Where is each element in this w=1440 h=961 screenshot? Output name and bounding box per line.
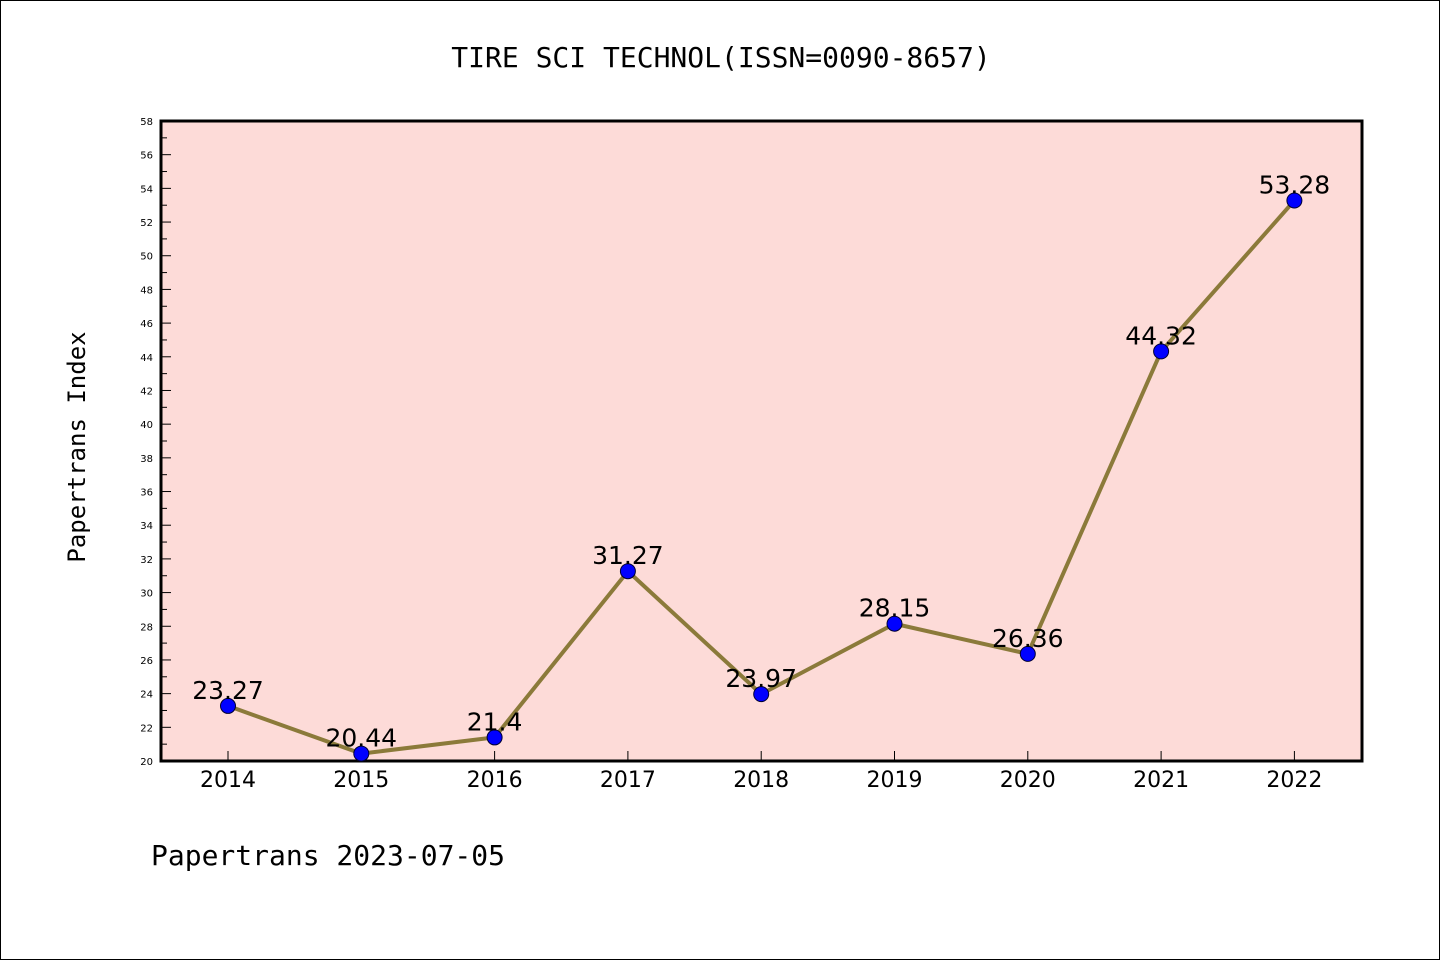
data-point-marker xyxy=(353,745,370,762)
y-tick-label: 22 xyxy=(140,723,153,734)
y-tick-label: 50 xyxy=(140,252,153,263)
x-tick-label: 2015 xyxy=(333,768,389,793)
x-tick-label: 2018 xyxy=(733,768,789,793)
y-tick-label: 24 xyxy=(140,690,153,701)
data-labels-group: 23.27 20.44 21.4 31.27 23.97 28.15 26.36 44.32 5… xyxy=(192,170,1330,752)
y-tick-label: 36 xyxy=(140,488,153,499)
y-tick-label: 58 xyxy=(140,117,153,128)
y-tick-label: 44 xyxy=(140,353,153,364)
data-label: 44.32 xyxy=(1125,321,1197,350)
x-tick-label: 2016 xyxy=(467,768,523,793)
data-label: 26.36 xyxy=(992,624,1064,653)
data-point-marker xyxy=(1153,343,1170,360)
y-tick-label: 46 xyxy=(140,319,153,330)
x-tick-label: 2014 xyxy=(200,768,256,793)
data-label: 53.28 xyxy=(1259,170,1331,199)
data-label: 31.27 xyxy=(592,541,664,570)
y-tick-label: 30 xyxy=(140,589,153,600)
data-point-marker xyxy=(886,615,903,632)
data-label: 23.97 xyxy=(725,664,797,693)
x-tick-label: 2020 xyxy=(1000,768,1056,793)
x-tick-label: 2019 xyxy=(867,768,923,793)
y-tick-label: 52 xyxy=(140,218,153,229)
y-tick-label: 34 xyxy=(140,521,153,532)
y-tick-label: 38 xyxy=(140,454,153,465)
y-axis: 20 22 24 26 28 30 32 34 36 38 40 42 44 46 48 50 52 54 56 58 xyxy=(140,117,171,768)
plot-area xyxy=(159,119,1364,763)
x-tick-label: 2021 xyxy=(1133,768,1189,793)
y-tick-label: 32 xyxy=(140,555,153,566)
data-point-marker xyxy=(619,563,636,580)
footer-text: Papertrans 2023-07-05 xyxy=(151,839,505,872)
data-label: 21.4 xyxy=(467,707,523,736)
y-tick-label: 54 xyxy=(140,184,153,195)
y-tick-label: 42 xyxy=(140,386,153,397)
data-point-marker xyxy=(1286,192,1303,209)
x-tick-label: 2017 xyxy=(600,768,656,793)
data-point-marker xyxy=(486,729,503,746)
data-label: 20.44 xyxy=(326,724,398,753)
x-tick-label: 2022 xyxy=(1266,768,1322,793)
x-axis: 2014 2015 2016 2017 2018 2019 2020 2021 2022 xyxy=(200,751,1322,793)
series-line-group xyxy=(220,192,1303,762)
data-point-marker xyxy=(753,686,770,703)
data-point-marker xyxy=(1019,645,1036,662)
data-label: 28.15 xyxy=(859,594,931,623)
y-tick-label: 56 xyxy=(140,151,153,162)
data-point-marker xyxy=(220,697,236,714)
y-axis-label: Papertrans Index xyxy=(63,331,91,562)
y-tick-label: 26 xyxy=(140,656,153,667)
data-label: 23.27 xyxy=(192,676,264,705)
y-tick-label: 48 xyxy=(140,285,153,296)
chart-title: TIRE SCI TECHNOL(ISSN=0090-8657) xyxy=(451,41,990,74)
y-tick-label: 40 xyxy=(140,420,153,431)
y-tick-label: 28 xyxy=(140,622,153,633)
y-tick-label: 20 xyxy=(140,757,153,768)
